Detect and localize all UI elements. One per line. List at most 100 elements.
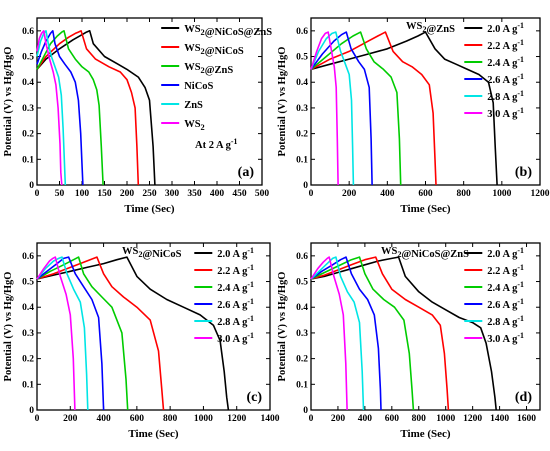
x-tick-label: 0 bbox=[309, 189, 314, 199]
x-tick-label: 600 bbox=[418, 189, 433, 199]
legend-label: 2.2 A g-1 bbox=[487, 263, 524, 277]
series-line-5 bbox=[36, 256, 76, 411]
series-line-0 bbox=[36, 29, 156, 186]
y-axis-label: Potential (V) vs Hg/HgO bbox=[277, 47, 288, 157]
legend-label: 3.0 A g-1 bbox=[217, 331, 254, 345]
x-tick-label: 50 bbox=[55, 189, 65, 199]
y-tick-label: 0.5 bbox=[296, 278, 308, 288]
series-line-2 bbox=[310, 31, 402, 186]
legend-label: 2.8 A g-1 bbox=[487, 89, 524, 103]
y-tick-label: 0 bbox=[29, 406, 34, 416]
panel-label: (a) bbox=[238, 165, 255, 180]
panel-label: (b) bbox=[515, 165, 532, 180]
x-tick-label: 400 bbox=[358, 414, 373, 424]
x-axis-label: Time (Sec) bbox=[400, 428, 451, 440]
x-tick-label: 350 bbox=[187, 189, 202, 199]
x-tick-label: 150 bbox=[97, 189, 112, 199]
x-tick-label: 200 bbox=[331, 414, 346, 424]
x-tick-label: 200 bbox=[63, 414, 78, 424]
y-tick-label: 0 bbox=[303, 181, 308, 191]
x-tick-label: 1200 bbox=[227, 414, 246, 424]
series-line-2 bbox=[36, 256, 129, 411]
legend-label: WS2@NiCoS@ZnS bbox=[184, 24, 272, 38]
x-tick-label: 100 bbox=[75, 189, 90, 199]
series-line-3 bbox=[36, 256, 105, 411]
series-line-4 bbox=[36, 256, 89, 411]
series-line-0 bbox=[310, 31, 498, 186]
y-tick-label: 0.6 bbox=[22, 252, 34, 262]
series-line-4 bbox=[310, 31, 355, 186]
y-tick-label: 0.4 bbox=[296, 303, 308, 313]
y-tick-label: 0.6 bbox=[296, 252, 308, 262]
x-axis-label: Time (Sec) bbox=[400, 203, 451, 215]
y-tick-label: 0.3 bbox=[296, 329, 308, 339]
panel-a: 0 50 100 150 200 250 300 350 400 450 500 0 0.1 0.2 0.3… bbox=[3, 17, 272, 215]
y-tick-label: 0.2 bbox=[296, 130, 308, 140]
series-line-5 bbox=[310, 256, 348, 411]
x-tick-label: 200 bbox=[342, 189, 357, 199]
legend-label: 2.6 A g-1 bbox=[487, 72, 524, 86]
y-tick-label: 0 bbox=[303, 406, 308, 416]
x-tick-label: 0 bbox=[35, 189, 40, 199]
x-tick-label: 1200 bbox=[463, 414, 482, 424]
series-line-4 bbox=[36, 29, 67, 186]
legend-label: 3.0 A g-1 bbox=[487, 106, 524, 120]
legend-label: 2.4 A g-1 bbox=[487, 55, 524, 69]
plot-frame bbox=[36, 242, 271, 411]
x-tick-label: 450 bbox=[232, 189, 247, 199]
x-tick-label: 0 bbox=[35, 414, 40, 424]
legend-label: WS2@NiCoS bbox=[184, 43, 244, 57]
x-tick-label: 0 bbox=[309, 414, 314, 424]
y-axis-label: Potential (V) vs Hg/HgO bbox=[277, 272, 288, 382]
panel-c: 0 200 400 600 800 1000 1200 1400 0 0.1 0.2 0.3 0.4 0.… bbox=[3, 242, 280, 440]
legend-label: 2.0 A g-1 bbox=[217, 246, 254, 260]
annotation-current-density: At 2 A g-1 bbox=[195, 137, 238, 151]
y-tick-label: 0.6 bbox=[22, 27, 34, 37]
legend-label: 2.6 A g-1 bbox=[217, 297, 254, 311]
series-line-5 bbox=[36, 29, 63, 186]
panel-label: (d) bbox=[515, 390, 532, 405]
y-tick-label: 0.4 bbox=[22, 78, 34, 88]
y-tick-label: 0.2 bbox=[22, 130, 34, 140]
y-tick-label: 0.5 bbox=[296, 53, 308, 63]
x-tick-label: 300 bbox=[165, 189, 180, 199]
x-tick-label: 400 bbox=[96, 414, 111, 424]
legend-label: WS2@ZnS bbox=[184, 62, 233, 76]
y-axis-label: Potential (V) vs Hg/HgO bbox=[3, 47, 14, 157]
y-tick-label: 0.5 bbox=[22, 53, 34, 63]
y-tick-label: 0.1 bbox=[22, 155, 34, 165]
legend-label: 2.2 A g-1 bbox=[487, 38, 524, 52]
x-tick-label: 1200 bbox=[531, 189, 550, 199]
panel-d: 0 200 400 600 800 1000 1200 1400 1600 0 0.1 0.2 0.3 0… bbox=[277, 242, 541, 440]
y-tick-label: 0.3 bbox=[296, 104, 308, 114]
legend-label: 2.0 A g-1 bbox=[487, 21, 524, 35]
x-tick-label: 800 bbox=[412, 414, 427, 424]
x-tick-label: 1600 bbox=[517, 414, 536, 424]
x-tick-label: 800 bbox=[163, 414, 178, 424]
y-tick-label: 0.4 bbox=[296, 78, 308, 88]
y-tick-label: 0.5 bbox=[22, 278, 34, 288]
y-tick-label: 0 bbox=[29, 181, 34, 191]
panel-label: (c) bbox=[246, 390, 262, 405]
panel-title: WS2@NiCoS bbox=[122, 246, 182, 260]
x-tick-label: 800 bbox=[457, 189, 472, 199]
y-tick-label: 0.6 bbox=[296, 27, 308, 37]
y-tick-label: 0.4 bbox=[22, 303, 34, 313]
legend-label: 2.4 A g-1 bbox=[487, 280, 524, 294]
x-tick-label: 600 bbox=[385, 414, 400, 424]
y-tick-label: 0.1 bbox=[296, 155, 308, 165]
y-tick-label: 0.2 bbox=[296, 355, 308, 365]
x-tick-label: 250 bbox=[142, 189, 157, 199]
legend-label: NiCoS bbox=[184, 81, 213, 92]
series-line-2 bbox=[36, 29, 104, 186]
legend-label: ZnS bbox=[184, 100, 203, 111]
legend-label: WS2 bbox=[184, 119, 205, 132]
legend-label: 2.8 A g-1 bbox=[487, 314, 524, 328]
y-tick-label: 0.1 bbox=[296, 380, 308, 390]
x-axis-label: Time (Sec) bbox=[128, 428, 179, 440]
legend-label: 2.4 A g-1 bbox=[217, 280, 254, 294]
legend-label: 2.2 A g-1 bbox=[217, 263, 254, 277]
y-tick-label: 0.3 bbox=[22, 104, 34, 114]
legend-label: 2.8 A g-1 bbox=[217, 314, 254, 328]
